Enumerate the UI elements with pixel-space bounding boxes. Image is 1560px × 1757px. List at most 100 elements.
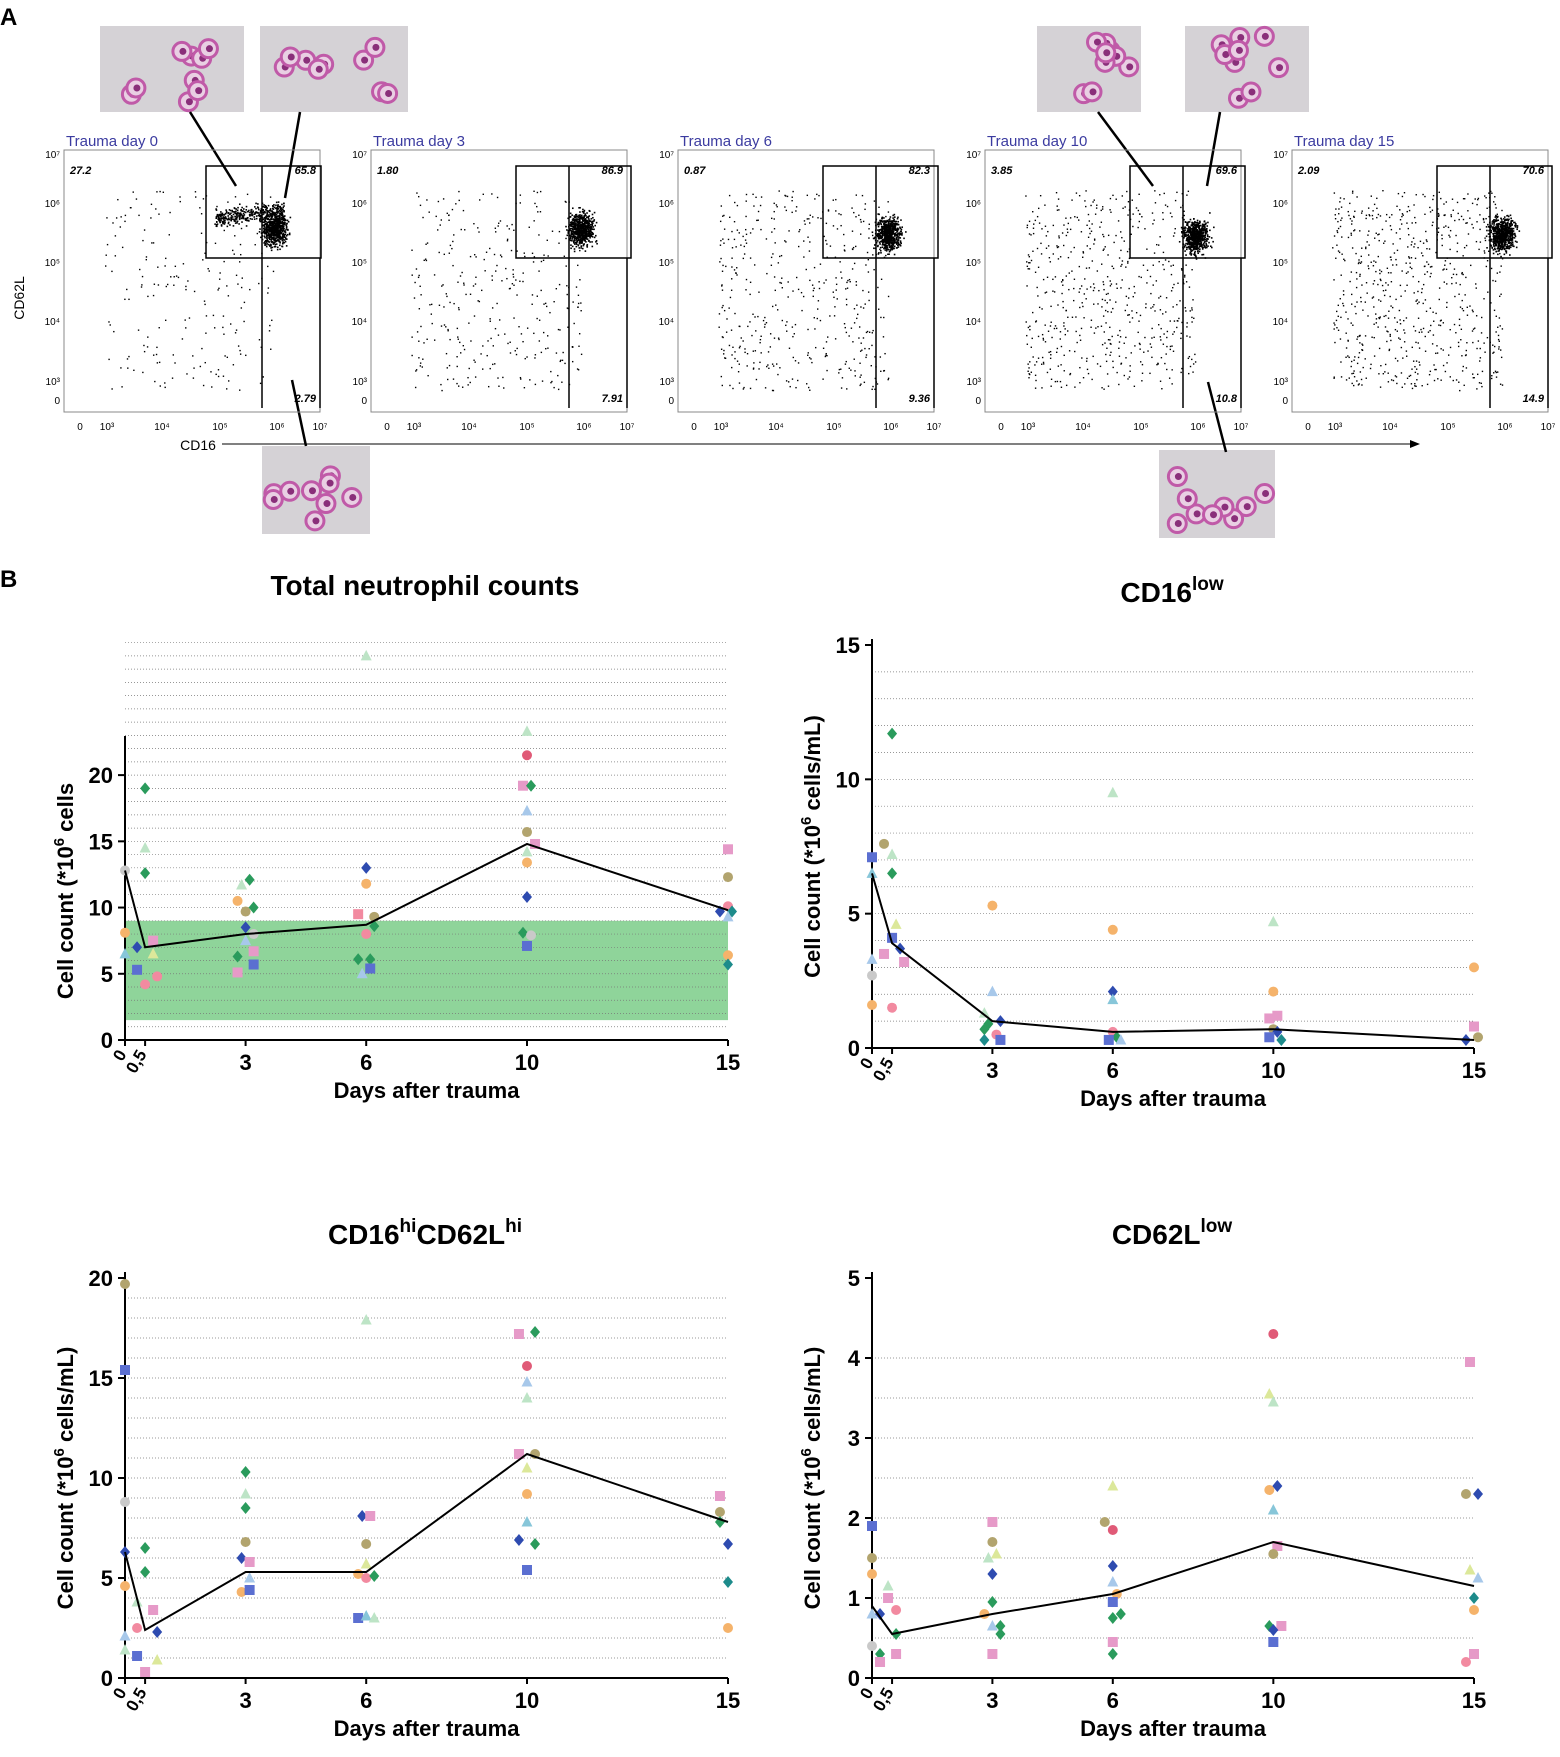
event-dot <box>458 199 460 202</box>
event-dot <box>1100 209 1102 212</box>
event-dot <box>423 259 425 262</box>
event-dot <box>1457 212 1459 215</box>
x-tick-label: 0 <box>77 422 83 433</box>
event-dot <box>887 295 890 298</box>
event-dot <box>200 213 203 215</box>
event-dot <box>1062 306 1064 309</box>
event-dot <box>1462 365 1465 368</box>
event-dot <box>1199 228 1201 231</box>
event-dot <box>230 219 233 222</box>
event-dot <box>1103 248 1105 250</box>
event-dot <box>545 347 547 350</box>
event-dot <box>276 209 278 212</box>
event-dot <box>1064 333 1067 336</box>
event-dot <box>848 367 850 369</box>
event-dot <box>538 270 540 272</box>
event-dot <box>1102 206 1104 208</box>
event-dot <box>808 218 810 220</box>
event-dot <box>577 227 579 230</box>
event-dot <box>751 334 753 337</box>
event-dot <box>1199 237 1201 239</box>
event-dot <box>280 213 283 216</box>
event-dot <box>893 240 896 243</box>
event-dot <box>1158 324 1160 326</box>
event-dot <box>579 214 581 216</box>
event-dot <box>1421 288 1423 290</box>
event-dot <box>1101 263 1103 265</box>
event-dot <box>1086 245 1088 247</box>
event-dot <box>1105 293 1108 296</box>
event-dot <box>1150 292 1152 295</box>
event-dot <box>779 367 781 369</box>
event-dot <box>575 245 578 248</box>
event-dot <box>1197 235 1200 238</box>
event-dot <box>1041 356 1044 359</box>
event-dot <box>461 386 464 388</box>
y-tick-label: 10⁷ <box>352 150 367 161</box>
event-dot <box>499 220 502 222</box>
event-dot <box>569 239 572 242</box>
event-dot <box>744 348 746 350</box>
x-tick-label: 10⁴ <box>461 422 476 433</box>
event-dot <box>154 380 156 383</box>
event-dot <box>281 225 284 228</box>
event-dot <box>881 225 883 228</box>
event-dot <box>1127 260 1129 263</box>
event-dot <box>1074 386 1076 388</box>
event-dot <box>239 215 241 217</box>
event-dot <box>806 194 809 197</box>
event-dot <box>265 214 268 217</box>
event-dot <box>273 212 276 215</box>
event-dot <box>458 190 460 193</box>
event-dot <box>595 221 598 224</box>
event-dot <box>257 207 260 209</box>
event-dot <box>480 353 482 355</box>
event-dot <box>531 252 534 255</box>
event-dot <box>1368 214 1370 216</box>
event-dot <box>888 230 891 232</box>
event-dot <box>1188 237 1190 239</box>
event-dot <box>275 220 278 223</box>
event-dot <box>835 277 837 279</box>
event-dot <box>860 383 862 385</box>
event-dot <box>1151 212 1154 214</box>
event-dot <box>1375 318 1378 320</box>
event-dot <box>422 358 424 360</box>
event-dot <box>723 242 725 244</box>
event-dot <box>266 215 269 218</box>
event-dot <box>861 194 864 197</box>
event-dot <box>1044 292 1046 294</box>
event-dot <box>275 231 278 234</box>
event-dot <box>278 216 281 219</box>
event-dot <box>1199 229 1202 232</box>
event-dot <box>877 236 880 239</box>
event-dot <box>1181 232 1183 234</box>
event-dot <box>1166 336 1168 339</box>
x-tick-label: 0 <box>691 422 697 433</box>
event-dot <box>544 302 547 305</box>
event-dot <box>1193 248 1196 250</box>
event-dot <box>852 341 854 343</box>
event-dot <box>276 227 279 230</box>
event-dot <box>885 229 887 232</box>
event-dot <box>881 246 884 248</box>
event-dot <box>1371 297 1374 299</box>
event-dot <box>491 193 493 195</box>
event-dot <box>880 231 883 233</box>
event-dot <box>1060 364 1062 366</box>
event-dot <box>152 354 155 356</box>
event-dot <box>437 200 440 203</box>
event-dot <box>1103 288 1105 291</box>
gate-percent-cd62llow: 2.79 <box>294 393 317 405</box>
event-dot <box>736 229 739 231</box>
event-dot <box>580 217 583 220</box>
event-dot <box>252 210 255 213</box>
event-dot <box>1193 228 1195 230</box>
event-dot <box>573 239 576 242</box>
event-dot <box>865 354 868 356</box>
event-dot <box>1188 243 1191 245</box>
event-dot <box>1194 227 1197 229</box>
event-dot <box>892 247 895 249</box>
event-dot <box>1107 338 1110 341</box>
event-dot <box>1194 231 1197 233</box>
